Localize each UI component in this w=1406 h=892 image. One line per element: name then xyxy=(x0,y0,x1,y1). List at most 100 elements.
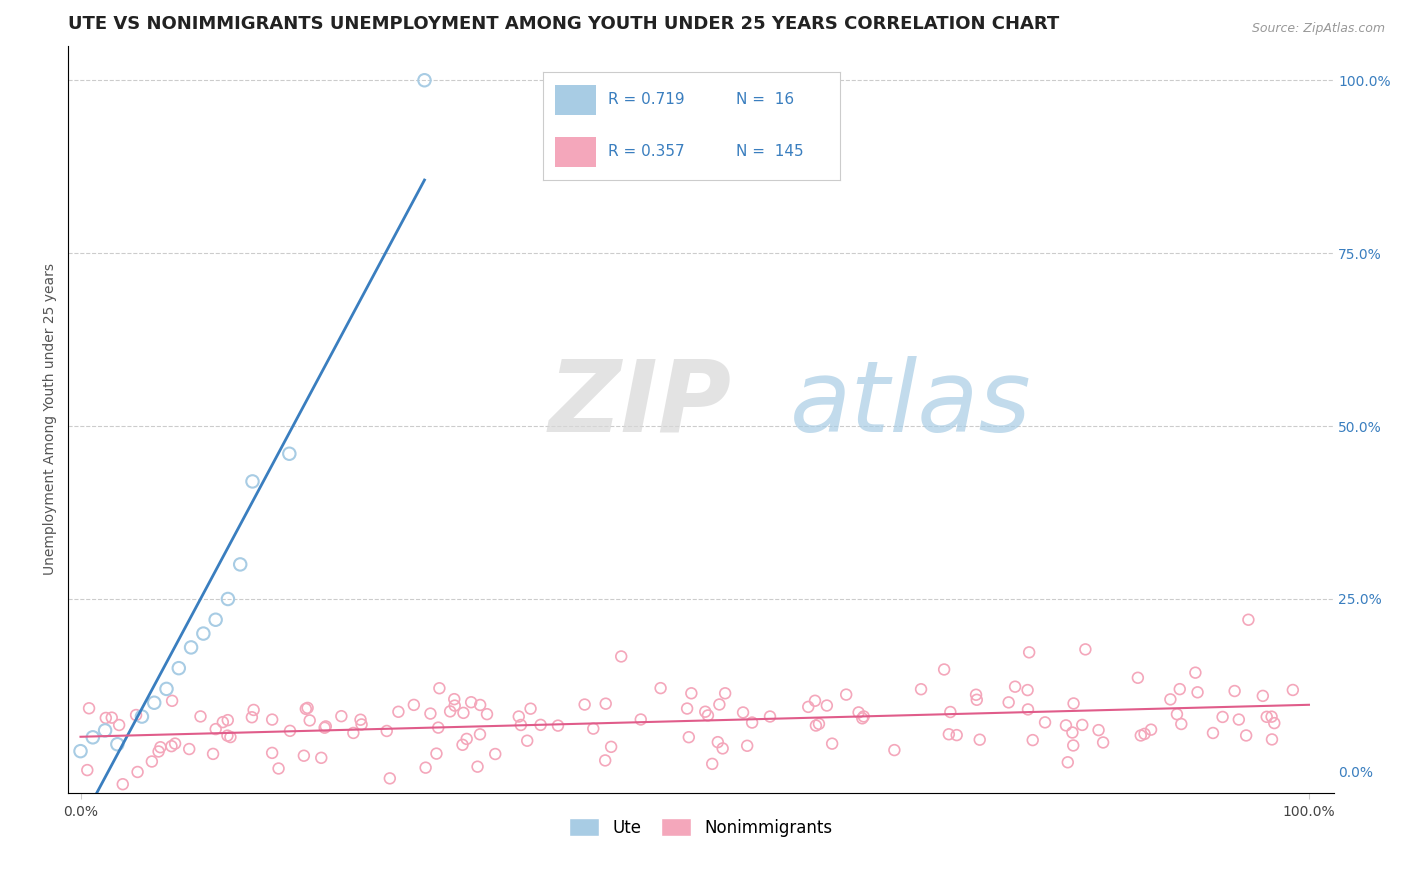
Point xyxy=(997,695,1019,709)
Point xyxy=(242,703,264,717)
Point xyxy=(707,735,730,749)
Point xyxy=(190,709,212,723)
Point xyxy=(1126,671,1149,685)
Point xyxy=(735,739,758,753)
Point xyxy=(82,731,104,745)
Point xyxy=(229,558,252,572)
Point xyxy=(439,705,461,719)
Point xyxy=(148,744,170,758)
Point xyxy=(1054,718,1077,732)
Point xyxy=(759,709,782,723)
Point xyxy=(292,748,315,763)
Point xyxy=(415,761,437,775)
Point xyxy=(314,721,336,735)
Point xyxy=(375,723,398,738)
Point xyxy=(204,722,226,736)
Point xyxy=(155,681,177,696)
Point xyxy=(402,698,425,712)
Point xyxy=(1256,710,1278,724)
Point xyxy=(387,705,409,719)
Point xyxy=(702,756,724,771)
Point xyxy=(509,718,531,732)
Point xyxy=(350,717,373,731)
Point xyxy=(835,688,858,702)
Point xyxy=(1092,735,1115,749)
Point xyxy=(349,713,371,727)
Point xyxy=(932,663,955,677)
Point xyxy=(217,592,239,607)
Point xyxy=(1260,709,1282,723)
Point xyxy=(125,708,148,723)
Point xyxy=(217,729,239,743)
Point xyxy=(1227,713,1250,727)
Text: atlas: atlas xyxy=(789,356,1031,453)
Point xyxy=(1234,729,1257,743)
Point xyxy=(1159,692,1181,706)
Point xyxy=(69,744,91,758)
Point xyxy=(262,713,284,727)
Point xyxy=(1022,733,1045,747)
Point xyxy=(149,740,172,755)
Point xyxy=(910,682,932,697)
Point xyxy=(298,714,321,728)
Point xyxy=(143,696,166,710)
Point xyxy=(1251,689,1274,703)
Point xyxy=(1056,756,1078,770)
Point xyxy=(678,730,700,744)
Point xyxy=(1017,683,1039,698)
Point xyxy=(330,709,353,723)
Point xyxy=(141,755,163,769)
Point xyxy=(741,715,763,730)
Point xyxy=(217,713,239,727)
Point xyxy=(508,709,530,723)
Point xyxy=(697,708,720,723)
Point xyxy=(429,681,451,696)
Point xyxy=(94,711,117,725)
Point xyxy=(77,701,100,715)
Point xyxy=(456,731,478,746)
Point xyxy=(595,697,617,711)
Point xyxy=(676,701,699,715)
Point xyxy=(295,702,318,716)
Point xyxy=(484,747,506,761)
Point xyxy=(1071,718,1094,732)
Point xyxy=(453,706,475,720)
Point xyxy=(467,759,489,773)
Point xyxy=(797,699,820,714)
Point xyxy=(131,709,153,723)
Point xyxy=(1140,723,1163,737)
Point xyxy=(425,747,447,761)
Point xyxy=(969,732,991,747)
Point xyxy=(804,694,827,708)
Point xyxy=(108,718,131,732)
Point xyxy=(1187,685,1209,699)
Point xyxy=(519,701,541,715)
Point xyxy=(1202,726,1225,740)
Point xyxy=(1282,683,1305,698)
Point xyxy=(610,649,633,664)
Point xyxy=(1033,715,1056,730)
Point xyxy=(267,762,290,776)
Point xyxy=(167,661,190,675)
Point xyxy=(179,742,201,756)
Point xyxy=(212,715,235,730)
Point xyxy=(278,723,301,738)
Legend: Ute, Nonimmigrants: Ute, Nonimmigrants xyxy=(569,819,832,837)
Point xyxy=(1004,680,1026,694)
Point xyxy=(419,706,441,721)
Point xyxy=(709,698,731,712)
Point xyxy=(1017,702,1039,716)
Point xyxy=(547,718,569,732)
Point xyxy=(204,613,226,627)
Point xyxy=(1129,729,1152,743)
Point xyxy=(939,705,962,719)
Point xyxy=(1168,682,1191,697)
Point xyxy=(378,772,401,786)
Point xyxy=(240,710,263,724)
Point xyxy=(851,711,873,725)
Point xyxy=(100,711,122,725)
Point xyxy=(443,698,465,713)
Point xyxy=(460,695,482,709)
Point xyxy=(127,764,149,779)
Text: Source: ZipAtlas.com: Source: ZipAtlas.com xyxy=(1251,22,1385,36)
